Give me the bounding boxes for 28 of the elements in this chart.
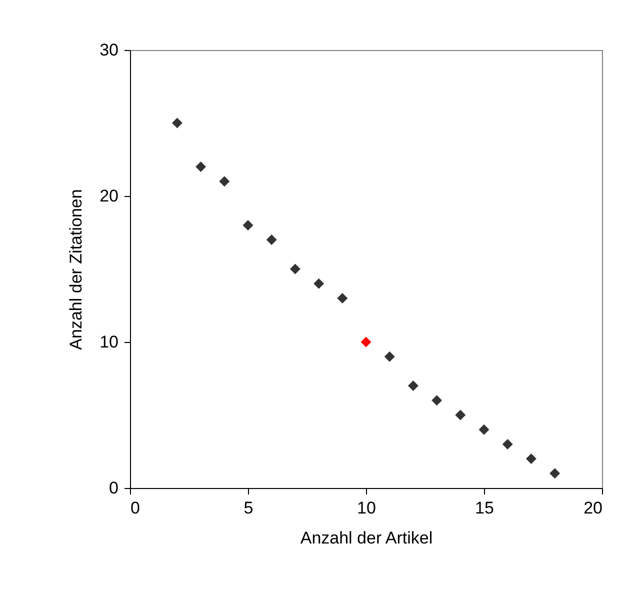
point <box>219 176 230 187</box>
point <box>502 438 513 450</box>
point <box>526 454 536 464</box>
point <box>408 380 418 392</box>
x-tick-label: 20 <box>584 498 602 518</box>
x-tick-label: 0 <box>130 498 140 518</box>
y-axis-title: Anzahl der Zitationen <box>66 189 86 350</box>
point <box>337 292 348 304</box>
point <box>314 278 324 289</box>
y-tick-label: 0 <box>109 478 118 498</box>
point <box>432 395 442 406</box>
x-tick-label: 5 <box>244 498 254 518</box>
point <box>478 424 490 435</box>
point <box>290 264 300 274</box>
y-tick-label: 10 <box>100 332 118 352</box>
point <box>242 220 254 230</box>
y-tick-label: 20 <box>100 186 118 206</box>
point <box>455 410 466 420</box>
y-tick-label: 30 <box>100 40 118 60</box>
point <box>384 351 395 362</box>
point <box>360 336 372 348</box>
point <box>196 162 206 172</box>
point <box>550 468 560 479</box>
point <box>266 234 277 246</box>
point <box>172 118 182 128</box>
x-tick-label: 15 <box>475 498 494 518</box>
x-axis-title: Anzahl der Artikel <box>300 528 433 548</box>
x-tick-label: 10 <box>357 498 376 518</box>
